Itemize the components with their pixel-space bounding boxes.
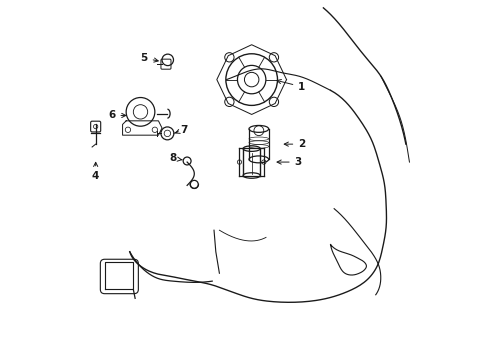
Text: 8: 8 — [169, 153, 182, 163]
Text: 7: 7 — [175, 125, 187, 135]
Text: 6: 6 — [108, 111, 125, 121]
Text: 5: 5 — [140, 53, 158, 63]
Text: 3: 3 — [277, 157, 301, 167]
Text: 4: 4 — [92, 162, 99, 181]
Text: 1: 1 — [276, 80, 305, 92]
Text: 2: 2 — [284, 139, 305, 149]
